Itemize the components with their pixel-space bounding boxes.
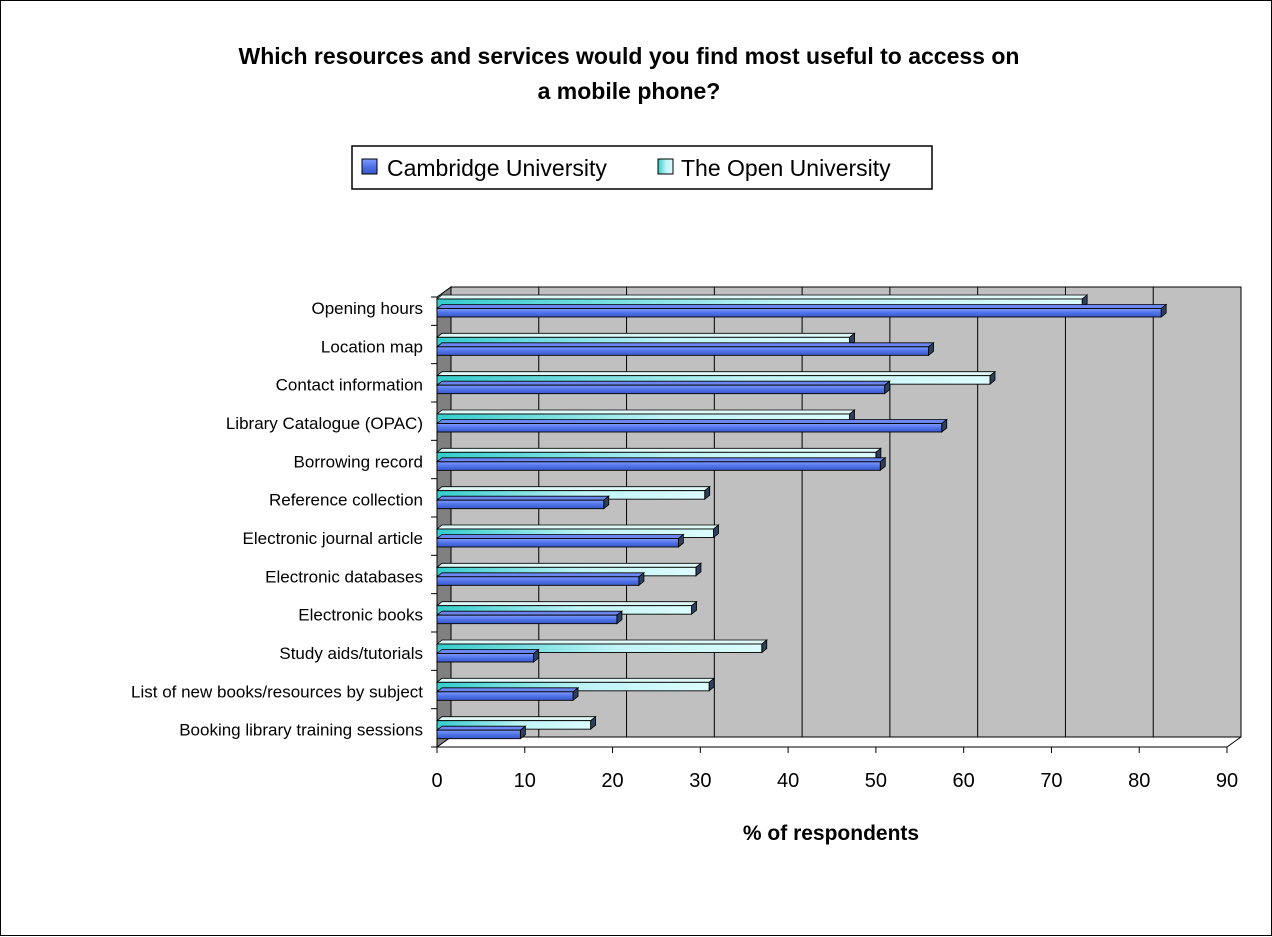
bar-cambridge <box>436 729 521 740</box>
bar-cambridge <box>436 538 679 548</box>
bar-cambridge <box>436 461 881 471</box>
bar-cambridge-top <box>435 687 580 693</box>
bar-cambridge <box>436 499 605 510</box>
bar-open-university <box>436 643 763 653</box>
y-category-label: Electronic journal article <box>243 529 423 548</box>
bar-open-university-top <box>435 639 768 645</box>
x-tick-label: 70 <box>1040 770 1062 792</box>
bar-cambridge-top <box>435 495 610 501</box>
y-category-label: Electronic databases <box>265 567 423 586</box>
y-category-label: Reference collection <box>269 491 423 510</box>
bar-cambridge-top <box>435 534 685 539</box>
x-tick-label: 40 <box>777 770 799 792</box>
bar-open-university-top <box>435 294 1089 300</box>
x-tick-label: 0 <box>431 770 442 792</box>
x-tick-label: 80 <box>1128 770 1150 792</box>
bar-cambridge-top <box>435 342 935 348</box>
y-category-label: Opening hours <box>311 299 423 318</box>
plot-background <box>450 286 1242 738</box>
bar-cambridge <box>436 691 574 701</box>
plot-area: 0 10 20 30 40 50 60 70 80 90 Opening hours Location… <box>131 286 1242 792</box>
legend-swatch-open-university <box>657 158 674 175</box>
bar-cambridge-top <box>435 304 1168 309</box>
bar-open-university-top <box>435 332 856 338</box>
bar-cambridge-top <box>435 610 624 616</box>
bar-cambridge <box>436 346 930 356</box>
chart-title-line-1: Which resources and services would you f… <box>239 43 1020 69</box>
y-category-label: Electronic books <box>298 606 423 625</box>
bar-open-university-top <box>435 486 711 492</box>
y-category-label: Library Catalogue (OPAC) <box>226 414 423 433</box>
bar-cambridge <box>436 308 1162 318</box>
bar-cambridge <box>436 384 886 395</box>
legend: Cambridge University The Open University <box>351 145 933 190</box>
legend-label-open-university: The Open University <box>681 155 891 181</box>
x-tick-label: 90 <box>1216 770 1238 792</box>
y-category-label: Booking library training sessions <box>179 721 423 740</box>
x-tick-label: 30 <box>689 770 711 792</box>
bar-open-university-top <box>435 562 703 568</box>
x-tick-label: 10 <box>514 770 536 792</box>
legend-box <box>351 145 933 190</box>
bar-cambridge <box>436 576 640 586</box>
bar-cambridge-top <box>435 419 948 424</box>
bar-cambridge-top <box>435 572 646 578</box>
legend-swatch-cambridge <box>361 158 378 175</box>
y-category-label: Borrowing record <box>294 452 423 471</box>
y-category-label: Contact information <box>276 376 423 395</box>
bar-open-university-top <box>435 716 597 722</box>
y-category-label: Location map <box>321 337 423 356</box>
x-tick-label: 50 <box>865 770 887 792</box>
x-axis-edge <box>1226 736 1242 748</box>
bar-open-university-top <box>435 524 720 530</box>
x-axis-title: % of respondents <box>743 822 919 845</box>
bar-open-university-top <box>435 409 856 415</box>
bar-cambridge <box>436 653 535 663</box>
bar-cambridge-top <box>435 380 891 386</box>
x-tick-label: 60 <box>953 770 975 792</box>
bar-cambridge-top <box>435 725 527 731</box>
bar-open-university-top <box>435 601 698 607</box>
bar-cambridge-top <box>435 457 887 463</box>
legend-label-cambridge: Cambridge University <box>387 155 607 181</box>
y-category-label: List of new books/resources by subject <box>131 682 423 701</box>
bar-open-university-top <box>435 447 883 453</box>
y-category-label: Study aids/tutorials <box>279 644 423 663</box>
bar-cambridge <box>436 423 943 433</box>
bar-cambridge-top <box>435 649 540 654</box>
bar-cambridge <box>436 614 618 625</box>
x-tick-label: 20 <box>601 770 623 792</box>
bar-open-university-top <box>435 677 716 683</box>
chart-title-line-2: a mobile phone? <box>538 78 721 104</box>
bar-open-university-top <box>435 371 997 377</box>
